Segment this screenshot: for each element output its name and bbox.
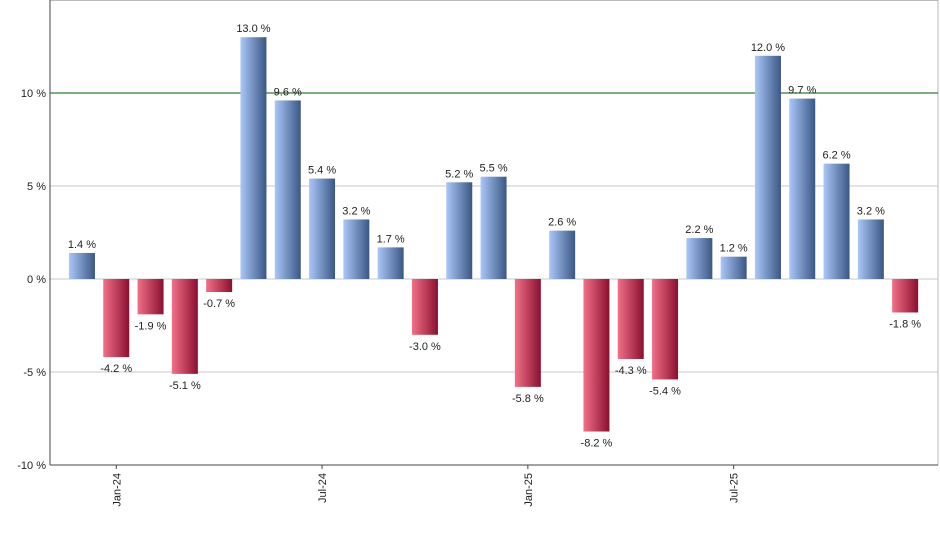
value-label: 3.2 % — [857, 205, 885, 217]
value-label: 5.2 % — [445, 168, 473, 180]
bar — [789, 98, 816, 279]
bar — [68, 252, 95, 279]
value-label: -0.7 % — [203, 298, 235, 310]
bar — [720, 256, 747, 279]
bar — [480, 176, 507, 279]
value-label: 3.2 % — [342, 205, 370, 217]
bar — [617, 279, 644, 359]
value-label: 9.6 % — [274, 86, 302, 98]
value-label: -1.8 % — [889, 318, 921, 330]
y-tick-label: -5 % — [23, 367, 46, 379]
bar — [137, 279, 164, 315]
bar — [892, 279, 919, 313]
value-label: 5.4 % — [308, 165, 336, 177]
bar — [686, 238, 713, 279]
value-label: -1.9 % — [135, 320, 167, 332]
bar — [309, 178, 336, 279]
value-label: 2.2 % — [685, 224, 713, 236]
value-label: 2.6 % — [548, 217, 576, 229]
bar — [754, 55, 781, 279]
bar — [514, 279, 541, 387]
bar — [857, 219, 884, 279]
x-tick-label: Jan-24 — [111, 473, 123, 507]
y-tick-label: 10 % — [21, 88, 46, 100]
value-label: 1.4 % — [68, 239, 96, 251]
value-label: -5.4 % — [649, 385, 681, 397]
bar — [446, 182, 473, 279]
value-label: -5.1 % — [169, 380, 201, 392]
value-label: 12.0 % — [751, 42, 785, 54]
y-tick-label: -10 % — [17, 460, 46, 472]
y-tick-label: 5 % — [27, 181, 46, 193]
bar — [103, 279, 130, 358]
value-label: 6.2 % — [822, 150, 850, 162]
value-label: -5.8 % — [512, 393, 544, 405]
value-label: 13.0 % — [236, 23, 270, 35]
bar — [274, 100, 301, 279]
value-label: 9.7 % — [788, 85, 816, 97]
bar — [823, 163, 850, 279]
bar — [652, 279, 679, 380]
value-label: 1.2 % — [720, 243, 748, 255]
bar — [411, 279, 438, 335]
value-label: 1.7 % — [377, 233, 405, 245]
value-label: -3.0 % — [409, 341, 441, 353]
y-tick-label: 0 % — [27, 274, 46, 286]
bar — [549, 230, 576, 279]
value-label: 5.5 % — [479, 163, 507, 175]
bar — [343, 219, 370, 279]
x-tick-label: Jan-25 — [523, 473, 535, 507]
x-tick-label: Jul-25 — [729, 473, 741, 503]
bar — [240, 37, 267, 280]
bar — [206, 279, 233, 293]
bar — [377, 247, 404, 279]
value-label: -4.2 % — [100, 363, 132, 375]
value-label: -4.3 % — [615, 365, 647, 377]
bar — [583, 279, 610, 432]
value-label: -8.2 % — [581, 438, 613, 450]
bar — [171, 279, 198, 374]
x-tick-label: Jul-24 — [317, 473, 329, 503]
